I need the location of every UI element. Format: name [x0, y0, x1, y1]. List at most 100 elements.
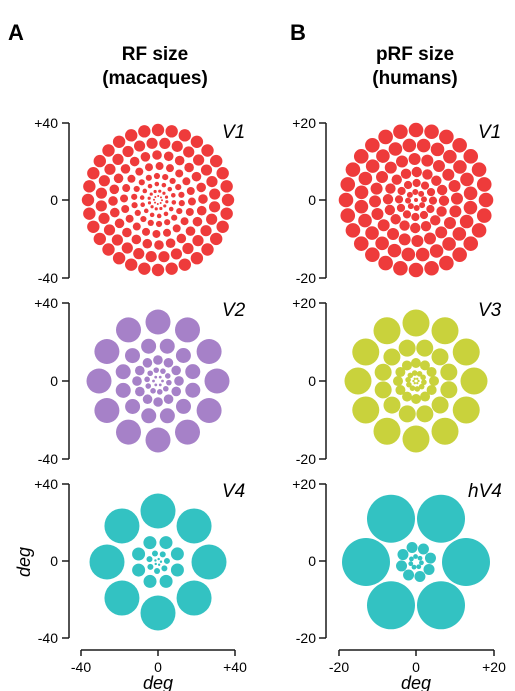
rf-circle: [114, 218, 125, 229]
rf-circle: [175, 184, 182, 191]
rf-circle: [421, 379, 427, 386]
rf-circle: [149, 212, 155, 218]
rf-circle: [150, 205, 154, 209]
rf-circle: [110, 207, 120, 218]
rf-circle: [164, 219, 171, 226]
rf-circle: [176, 233, 187, 244]
rf-circle: [153, 397, 163, 407]
rf-circle: [384, 161, 397, 174]
rf-circle: [164, 195, 169, 199]
rf-circle: [109, 184, 120, 195]
rf-circle: [400, 168, 412, 180]
rf-circle: [471, 223, 487, 238]
rf-circle: [210, 154, 223, 168]
rf-circle: [220, 207, 233, 220]
rf-circle: [216, 220, 229, 233]
rf-circle: [155, 220, 163, 228]
column-b-title-line2: (humans): [372, 68, 458, 89]
rf-circle: [144, 163, 153, 172]
rf-circle: [132, 222, 141, 231]
rf-circle: [160, 199, 163, 202]
rf-circle: [399, 220, 410, 231]
rf-circle: [178, 200, 185, 207]
rf-circle: [134, 365, 145, 376]
rf-circle: [478, 192, 494, 208]
rf-circle: [151, 263, 165, 277]
rf-circle: [418, 383, 425, 390]
rf-circle: [416, 381, 419, 385]
rf-circle: [171, 140, 183, 152]
rf-circle: [86, 368, 112, 394]
rf-circle: [414, 570, 426, 582]
rf-circle: [171, 365, 181, 376]
rf-circle: [93, 232, 107, 246]
rf-circle: [423, 232, 436, 245]
rf-circle: [147, 370, 153, 377]
rf-circle: [170, 248, 183, 260]
rf-circle: [459, 214, 474, 229]
rf-circle: [417, 379, 420, 383]
rf-circle: [112, 135, 126, 148]
rf-circle: [429, 244, 444, 258]
rf-circle: [192, 235, 204, 247]
rf-circle: [376, 149, 390, 163]
rf-circle: [140, 493, 176, 529]
rf-circle: [412, 189, 419, 196]
rf-circle: [112, 153, 124, 165]
rf-circle: [420, 391, 431, 402]
rf-circle: [134, 209, 141, 216]
rf-circle: [159, 206, 163, 211]
rf-circle: [198, 194, 208, 204]
rf-circle: [132, 563, 146, 577]
rf-circle: [416, 138, 431, 153]
area-label-a-v2: V2: [222, 300, 246, 321]
rf-circle: [418, 190, 425, 197]
rf-circle: [442, 168, 455, 181]
rf-circle: [144, 376, 150, 383]
rf-circle: [156, 202, 159, 205]
rf-circle: [159, 196, 162, 199]
rf-circle: [89, 544, 125, 580]
rf-circle: [171, 214, 178, 221]
rf-circle: [426, 204, 435, 214]
rf-circle: [113, 173, 124, 184]
x-tick-b-mid: 0: [412, 659, 420, 675]
rf-circle: [216, 167, 229, 180]
rf-circle: [176, 508, 212, 544]
rf-circle: [147, 183, 153, 189]
rf-circle: [122, 184, 131, 193]
rf-circle: [158, 383, 162, 387]
rf-circle: [358, 171, 373, 186]
rf-circle: [140, 202, 145, 207]
rf-circle: [191, 171, 202, 182]
rf-circle: [163, 357, 174, 368]
rf-circle: [373, 317, 401, 345]
rf-circle: [115, 382, 131, 398]
rf-circle: [476, 208, 492, 223]
rf-circle: [411, 394, 422, 404]
rf-circle: [125, 129, 138, 142]
rf-circle: [147, 563, 154, 570]
rf-circle: [417, 494, 465, 543]
y-tick-a3-top: +40: [34, 476, 58, 492]
rf-circle: [176, 398, 191, 414]
rf-circle: [184, 162, 194, 173]
rf-circle: [377, 219, 390, 232]
rf-circle: [125, 348, 140, 364]
rf-circle: [396, 203, 406, 213]
rf-circle: [145, 309, 171, 335]
rf-circle: [422, 169, 433, 180]
rf-circle: [423, 563, 435, 575]
rf-circle: [436, 206, 447, 217]
rf-circle: [157, 563, 161, 566]
rf-circle: [190, 252, 204, 265]
rf-circle: [115, 364, 131, 380]
rf-circle: [406, 381, 412, 388]
rf-circle: [383, 348, 401, 366]
rf-circle: [432, 160, 445, 173]
rf-circle: [94, 398, 120, 423]
rf-circle: [340, 208, 356, 223]
rf-circle: [133, 185, 140, 193]
rf-circle: [163, 557, 170, 564]
rf-circle: [185, 382, 201, 398]
